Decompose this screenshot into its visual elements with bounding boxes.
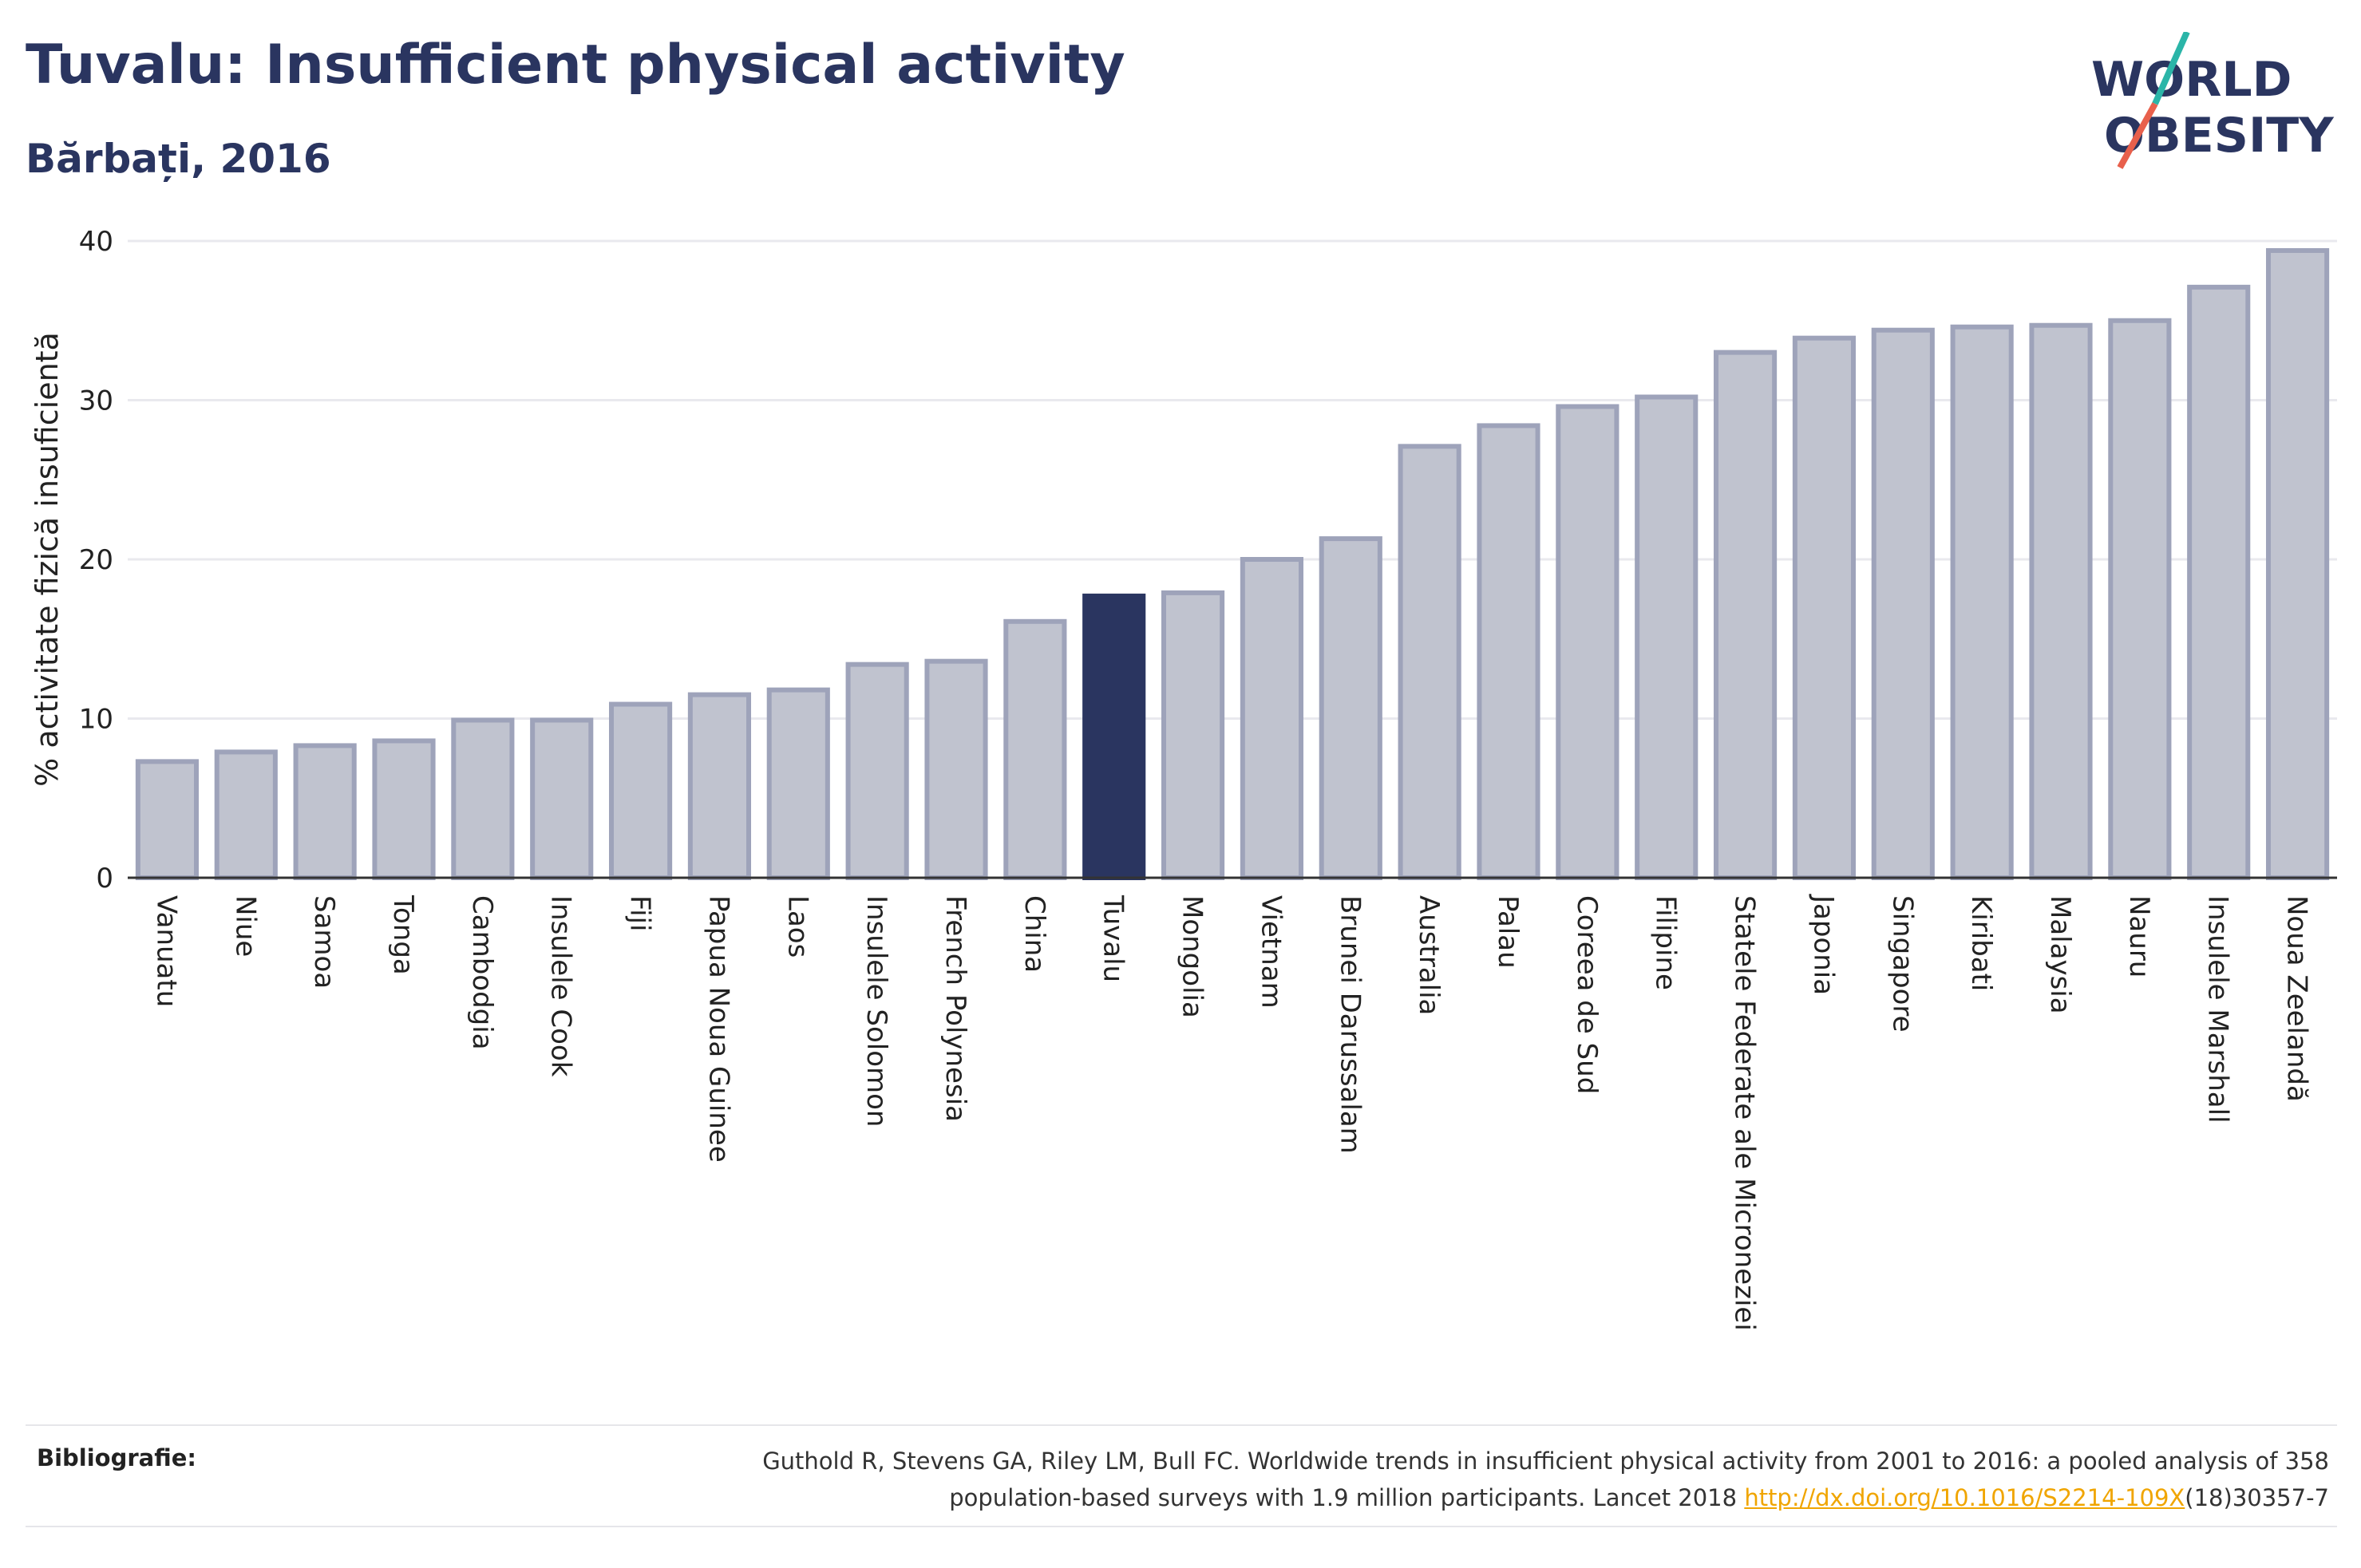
y-tick-label: 10 xyxy=(79,704,113,736)
logo-slash-red xyxy=(2117,102,2158,169)
bar xyxy=(608,701,673,880)
x-tick-label: Vietnam xyxy=(1255,895,1287,1009)
bar xyxy=(1713,350,1778,880)
bar xyxy=(766,687,830,881)
x-tick-label: Tonga xyxy=(387,895,419,975)
x-tick-label: Fiji xyxy=(624,895,656,931)
x-tick-label: French Polynesia xyxy=(939,895,971,1122)
footer-divider-top xyxy=(26,1424,2337,1426)
bar xyxy=(845,662,909,880)
x-tick-label: Filipine xyxy=(1650,895,1682,990)
bar xyxy=(1477,423,1540,880)
x-tick-label: Papua Noua Guinee xyxy=(702,895,734,1163)
x-tick-label: Laos xyxy=(781,895,813,958)
footer-divider-bottom xyxy=(26,1526,2337,1527)
logo-slash-teal xyxy=(2152,32,2190,105)
citation-line2: population-based surveys with 1.9 millio… xyxy=(493,1479,2329,1516)
x-tick-label: Cambodgia xyxy=(466,895,498,1050)
x-tick-label: Statele Federate ale Microneziei xyxy=(1729,895,1761,1331)
bar xyxy=(2108,318,2172,880)
x-tick-label: Vanuatu xyxy=(150,895,182,1007)
bar xyxy=(924,658,988,880)
x-tick-label: Japonia xyxy=(1807,894,1839,995)
x-tick-label: Insulele Cook xyxy=(545,895,577,1077)
x-tick-label: Coreea de Sud xyxy=(1571,895,1603,1094)
chart-title: Tuvalu: Insufficient physical activity xyxy=(26,34,1125,97)
y-tick-label: 20 xyxy=(79,544,113,576)
bibliography-citation: Guthold R, Stevens GA, Riley LM, Bull FC… xyxy=(493,1443,2329,1516)
x-tick-label: Brunei Darussalam xyxy=(1334,895,1366,1154)
bar xyxy=(1635,394,1699,880)
x-tick-label: Noua Zeelandă xyxy=(2281,895,2313,1102)
bar xyxy=(1871,327,1935,881)
x-tick-label: Palau xyxy=(1492,895,1524,969)
x-tick-label: Niue xyxy=(229,895,261,957)
bar xyxy=(1398,444,1461,880)
citation-line2-post: (18)30357-7 xyxy=(2185,1484,2329,1511)
bar xyxy=(372,738,436,880)
bar xyxy=(1792,335,1857,880)
x-tick-label: China xyxy=(1018,895,1050,973)
y-tick-label: 30 xyxy=(79,385,113,417)
world-obesity-logo: WORLD OBESITY xyxy=(2091,32,2335,169)
x-tick-label: Insulele Marshall xyxy=(2202,895,2234,1124)
bar xyxy=(1556,404,1619,881)
bar xyxy=(451,717,515,880)
bar-chart: 0 10 20 30 40 % activitate fizică insuficient… xyxy=(30,226,2337,1331)
bibliography-label: Bibliografie: xyxy=(37,1444,196,1471)
x-tick-label: Malaysia xyxy=(2044,895,2076,1014)
chart-subtitle: Bărbați, 2016 xyxy=(26,136,331,182)
bar xyxy=(1240,557,1304,880)
bar xyxy=(2187,284,2251,881)
x-tick-label: Tuvalu xyxy=(1097,895,1129,982)
bar xyxy=(214,749,278,881)
doi-link[interactable]: http://dx.doi.org/10.1016/S2214-109X xyxy=(1744,1484,2185,1511)
logo-line2: OBESITY xyxy=(2104,108,2335,164)
x-tick-label: Singapore xyxy=(1886,895,1918,1033)
citation-line1: Guthold R, Stevens GA, Riley LM, Bull FC… xyxy=(762,1448,2329,1475)
x-tick-label: Australia xyxy=(1413,895,1445,1015)
bar xyxy=(1082,593,1146,880)
logo-line1: WORLD xyxy=(2091,52,2292,108)
bar xyxy=(530,717,594,880)
bar xyxy=(2265,247,2330,881)
bar xyxy=(2029,322,2093,880)
bar xyxy=(135,759,200,880)
x-tick-label: Kiribati xyxy=(1965,895,1997,991)
y-tick-label: 0 xyxy=(96,863,113,895)
bar xyxy=(1319,536,1382,880)
citation-line2-pre: population-based surveys with 1.9 millio… xyxy=(949,1484,1745,1511)
y-tick-label: 40 xyxy=(79,226,113,258)
x-tick-label: Nauru xyxy=(2123,895,2155,978)
x-tick-label: Mongolia xyxy=(1177,895,1208,1018)
x-tick-label: Samoa xyxy=(308,895,340,989)
bar xyxy=(687,692,752,881)
bar xyxy=(1950,324,2014,881)
bar xyxy=(1161,590,1225,881)
bar xyxy=(293,743,357,880)
y-axis-label: % activitate fizică insuficientă xyxy=(30,332,65,787)
x-tick-label: Insulele Solomon xyxy=(860,895,892,1127)
bar xyxy=(1003,618,1067,880)
